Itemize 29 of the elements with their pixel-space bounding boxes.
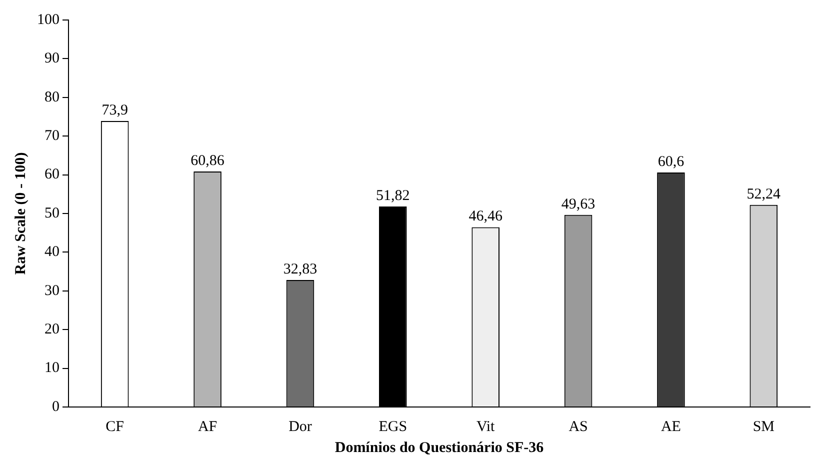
x-tick-label: AF bbox=[198, 418, 218, 435]
x-tick-label: AE bbox=[660, 418, 681, 435]
data-label: 46,46 bbox=[468, 208, 503, 225]
data-label: 32,83 bbox=[283, 261, 318, 278]
y-tick-label: 90 bbox=[44, 50, 60, 67]
y-tick-label: 0 bbox=[52, 398, 60, 415]
y-tick-label: 20 bbox=[44, 322, 60, 338]
x-tick-label: EGS bbox=[378, 418, 408, 435]
data-label: 73,9 bbox=[102, 102, 128, 118]
data-label: 49,63 bbox=[561, 196, 596, 212]
x-tick-label: Vit bbox=[476, 418, 496, 435]
y-tick-label: 80 bbox=[44, 89, 60, 106]
y-tick-label: 70 bbox=[44, 128, 60, 144]
y-tick-label: 30 bbox=[44, 282, 60, 299]
y-tick-label: 100 bbox=[37, 12, 60, 28]
data-label: 51,82 bbox=[376, 188, 410, 204]
y-tick-label: 60 bbox=[44, 166, 60, 183]
x-tick-label: CF bbox=[106, 418, 124, 435]
data-label: 52,24 bbox=[746, 186, 782, 202]
x-tick-label: SM bbox=[752, 418, 774, 435]
y-tick-label: 10 bbox=[44, 360, 60, 376]
y-tick-label: 40 bbox=[44, 244, 60, 260]
y-axis-title: Raw Scale (0 - 100) bbox=[12, 152, 29, 275]
y-tick-label: 50 bbox=[44, 205, 60, 222]
x-axis-title: Domínios do Questionário SF-36 bbox=[334, 440, 544, 456]
data-label: 60,6 bbox=[658, 154, 685, 170]
x-tick-label: AS bbox=[568, 418, 588, 435]
x-tick-label: Dor bbox=[288, 418, 312, 435]
data-label: 60,86 bbox=[190, 152, 225, 169]
